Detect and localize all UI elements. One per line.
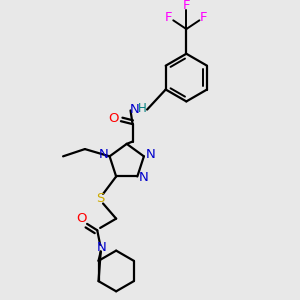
Text: N: N bbox=[97, 241, 106, 254]
Text: F: F bbox=[183, 0, 190, 12]
Text: F: F bbox=[165, 11, 172, 24]
Text: H: H bbox=[138, 102, 147, 115]
Text: N: N bbox=[146, 148, 155, 160]
Text: O: O bbox=[108, 112, 119, 125]
Text: N: N bbox=[98, 148, 108, 160]
Text: O: O bbox=[76, 212, 86, 225]
Text: N: N bbox=[139, 171, 148, 184]
Text: F: F bbox=[200, 11, 208, 24]
Text: S: S bbox=[96, 192, 104, 205]
Text: N: N bbox=[130, 103, 140, 116]
